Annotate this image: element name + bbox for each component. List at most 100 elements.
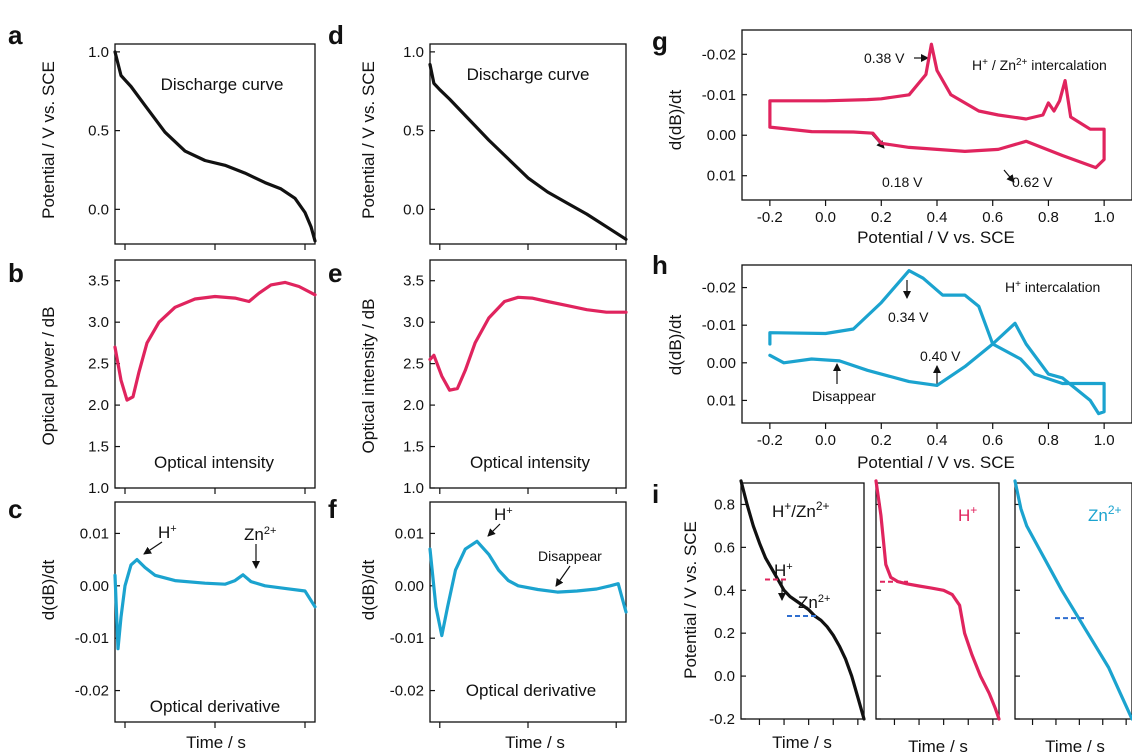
y-tick-label-b: 2.0 xyxy=(88,397,109,414)
callout-018v-g: 0.18 V xyxy=(882,174,923,190)
y-tick-label-i1: 0.2 xyxy=(714,625,735,642)
x-tick-label-g: 0.2 xyxy=(871,209,892,226)
plot-frame-i1 xyxy=(740,482,865,720)
x-tick-label-h: 0.0 xyxy=(815,432,836,449)
annotation-optical-derivative-f: Optical derivative xyxy=(466,681,596,700)
x-axis-title-f: Time / s xyxy=(505,733,565,752)
x-tick-label-g: 0.6 xyxy=(982,209,1003,226)
y-tick-label-e: 3.5 xyxy=(403,273,424,290)
x-tick-label-h: 0.6 xyxy=(982,432,1003,449)
annotation-discharge-d: Discharge curve xyxy=(467,65,590,84)
y-axis-title-i: Potential / V vs. SCE xyxy=(681,521,700,679)
x-axis-title-i1: Time / s xyxy=(772,733,832,752)
y-tick-label-a: 1.0 xyxy=(88,44,109,61)
series-line-h xyxy=(768,269,1106,416)
peak-label-disappear-f: Disappear xyxy=(538,548,602,564)
series-line-f xyxy=(428,539,628,638)
series-line-g xyxy=(768,42,1106,170)
y-tick-label-e: 3.0 xyxy=(403,314,424,331)
annotation-h-intercalation-h: H+ intercalation xyxy=(1005,279,1100,296)
x-tick-label-g: 0.0 xyxy=(815,209,836,226)
x-axis-title-c: Time / s xyxy=(186,733,246,752)
arrow-h-f xyxy=(487,523,501,537)
annotation-h-i2: H+ xyxy=(958,503,977,525)
y-tick-label-c: -0.01 xyxy=(75,630,109,647)
callout-040v-h: 0.40 V xyxy=(920,348,961,364)
series-line-d xyxy=(428,62,628,241)
callout-034v-h: 0.34 V xyxy=(888,309,929,325)
x-tick-label-h: 0.8 xyxy=(1038,432,1059,449)
y-tick-label-b: 3.0 xyxy=(88,314,109,331)
panel-label-b: b xyxy=(8,258,24,288)
y-axis-title-g: d(dB)/dt xyxy=(666,89,685,150)
x-tick-label-g: 0.4 xyxy=(927,209,948,226)
y-tick-label-c: 0.00 xyxy=(80,578,109,595)
y-axis-title-c: d(dB)/dt xyxy=(39,559,58,620)
y-axis-title-b: Optical power / dB xyxy=(39,307,58,446)
arrow-disappear-f xyxy=(555,565,571,587)
peak-label-h-f: H+ xyxy=(494,505,513,524)
panel-label-h: h xyxy=(652,250,668,280)
series-line-i1 xyxy=(739,479,866,721)
y-tick-label-c: -0.02 xyxy=(75,683,109,700)
y-tick-label-g: -0.01 xyxy=(702,87,736,104)
x-tick-label-h: -0.2 xyxy=(757,432,783,449)
plot-frame-a xyxy=(114,43,316,245)
y-tick-label-i1: -0.2 xyxy=(709,711,735,728)
x-tick-label-h: 0.4 xyxy=(927,432,948,449)
y-axis-title-f: d(dB)/dt xyxy=(359,559,378,620)
annotation-h-zn-i1: H+/Zn2+ xyxy=(772,499,830,521)
y-tick-label-a: 0.5 xyxy=(88,123,109,140)
annotation-optical-intensity-e: Optical intensity xyxy=(470,453,590,472)
plot-frame-i3 xyxy=(1014,482,1132,720)
y-tick-label-f: 0.00 xyxy=(395,578,424,595)
series-line-i3 xyxy=(1013,479,1132,721)
y-tick-label-i1: 0.4 xyxy=(714,582,735,599)
annotation-discharge-a: Discharge curve xyxy=(161,75,284,94)
marker-label-zn-i1: Zn2+ xyxy=(798,593,830,612)
y-axis-title-e: Optical intensity / dB xyxy=(359,299,378,454)
series-line-e xyxy=(428,295,628,392)
plot-frame-i2 xyxy=(875,482,1000,720)
y-axis-title-d: Potential / V vs. SCE xyxy=(359,61,378,219)
arrow-h-c xyxy=(143,541,163,555)
y-tick-label-i1: 0.6 xyxy=(714,539,735,556)
y-tick-label-b: 1.0 xyxy=(88,480,109,497)
y-tick-label-e: 2.0 xyxy=(403,397,424,414)
annotation-h-zn-intercalation-g: H+ / Zn2+ intercalation xyxy=(972,57,1107,74)
y-tick-label-h: 0.00 xyxy=(707,355,736,372)
y-tick-label-a: 0.0 xyxy=(88,201,109,218)
peak-label-h-c: H+ xyxy=(158,523,177,542)
callout-disappear-h: Disappear xyxy=(812,388,876,404)
panel-label-i: i xyxy=(652,479,659,509)
y-tick-label-f: -0.02 xyxy=(390,683,424,700)
annotation-optical-intensity-b: Optical intensity xyxy=(154,453,274,472)
x-tick-label-g: -0.2 xyxy=(757,209,783,226)
y-tick-label-f: 0.01 xyxy=(395,525,424,542)
x-tick-label-h: 0.2 xyxy=(871,432,892,449)
y-tick-label-h: -0.02 xyxy=(702,280,736,297)
series-line-i2 xyxy=(874,479,1001,721)
x-tick-label-g: 0.8 xyxy=(1038,209,1059,226)
annotation-optical-derivative-c: Optical derivative xyxy=(150,697,280,716)
y-tick-label-g: -0.02 xyxy=(702,46,736,63)
y-tick-label-b: 1.5 xyxy=(88,439,109,456)
plot-frame-g xyxy=(741,29,1132,201)
y-tick-label-e: 2.5 xyxy=(403,356,424,373)
y-tick-label-e: 1.5 xyxy=(403,439,424,456)
arrow-062v-g xyxy=(1003,169,1015,183)
x-axis-title-h: Potential / V vs. SCE xyxy=(857,453,1015,472)
y-tick-label-b: 3.5 xyxy=(88,273,109,290)
y-axis-title-h: d(dB)/dt xyxy=(666,314,685,375)
y-tick-label-d: 0.0 xyxy=(403,201,424,218)
panel-label-a: a xyxy=(8,20,23,50)
plot-frame-c xyxy=(114,501,316,723)
y-tick-label-d: 1.0 xyxy=(403,44,424,61)
panel-label-c: c xyxy=(8,494,22,524)
y-tick-label-f: -0.01 xyxy=(390,630,424,647)
x-axis-title-g: Potential / V vs. SCE xyxy=(857,228,1015,247)
y-tick-label-g: 0.01 xyxy=(707,168,736,185)
plot-layer: 1.0 0.5 0.0 1.0 1.5 2.0 2.5 3.0 3.5 0.01 0.00 -0.01… xyxy=(75,29,1132,728)
y-tick-label-h: 0.01 xyxy=(707,392,736,409)
